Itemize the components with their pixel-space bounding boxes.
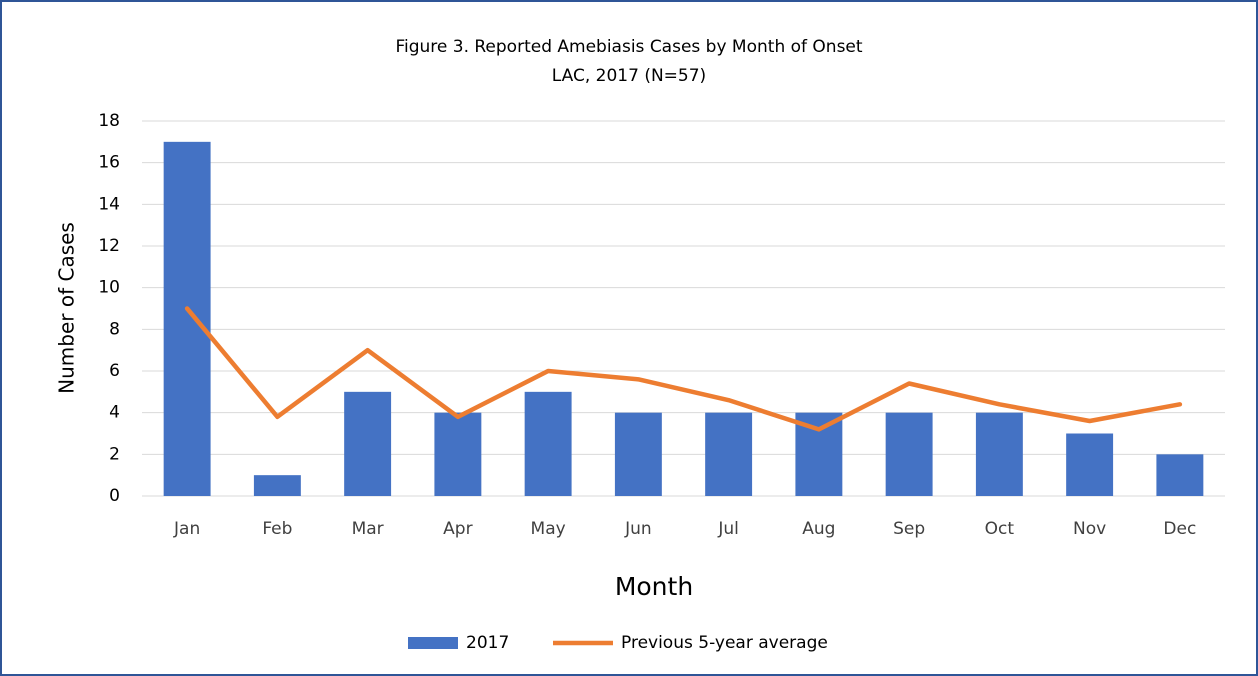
x-tick-label: Jan [173, 519, 200, 539]
x-tick-label: Sep [893, 519, 925, 539]
x-axis-title: Month [615, 572, 693, 601]
y-tick-label: 6 [109, 361, 120, 381]
y-tick-label: 2 [109, 444, 120, 464]
chart-title: Figure 3. Reported Amebiasis Cases by Mo… [395, 37, 862, 57]
x-tick-label: Jul [717, 519, 739, 539]
x-tick-label: Jun [624, 519, 652, 539]
bar [975, 412, 1023, 496]
x-tick-label: Dec [1163, 519, 1196, 539]
line-series [184, 306, 1183, 432]
bar [705, 412, 753, 496]
y-axis-title: Number of Cases [55, 222, 79, 394]
bar [163, 141, 211, 497]
x-tick-label: Apr [443, 519, 472, 539]
y-tick-label: 8 [109, 319, 120, 339]
x-tick-label: Oct [985, 519, 1015, 539]
legend-label: Previous 5-year average [621, 633, 828, 653]
chart-subtitle: LAC, 2017 (N=57) [552, 66, 706, 86]
x-tick-label: Nov [1073, 519, 1106, 539]
y-tick-label: 10 [98, 278, 120, 298]
bar [434, 412, 482, 496]
y-tick-label: 12 [98, 236, 120, 256]
y-tick-label: 16 [98, 153, 120, 173]
y-tick-label: 4 [109, 403, 120, 423]
x-tick-label: Feb [262, 519, 292, 539]
legend-swatch [408, 637, 458, 649]
x-tick-label: Mar [352, 519, 384, 539]
y-tick-label: 14 [98, 194, 120, 214]
bar [524, 391, 572, 496]
legend-label: 2017 [466, 633, 509, 653]
y-tick-label: 0 [109, 486, 120, 506]
bar [885, 412, 933, 496]
bar [1156, 454, 1204, 496]
bar [253, 475, 301, 496]
y-tick-label: 18 [98, 111, 120, 131]
x-tick-label: Aug [802, 519, 835, 539]
bar [614, 412, 662, 496]
bar [344, 391, 392, 496]
bar [1066, 433, 1114, 496]
x-tick-label: May [531, 519, 566, 539]
